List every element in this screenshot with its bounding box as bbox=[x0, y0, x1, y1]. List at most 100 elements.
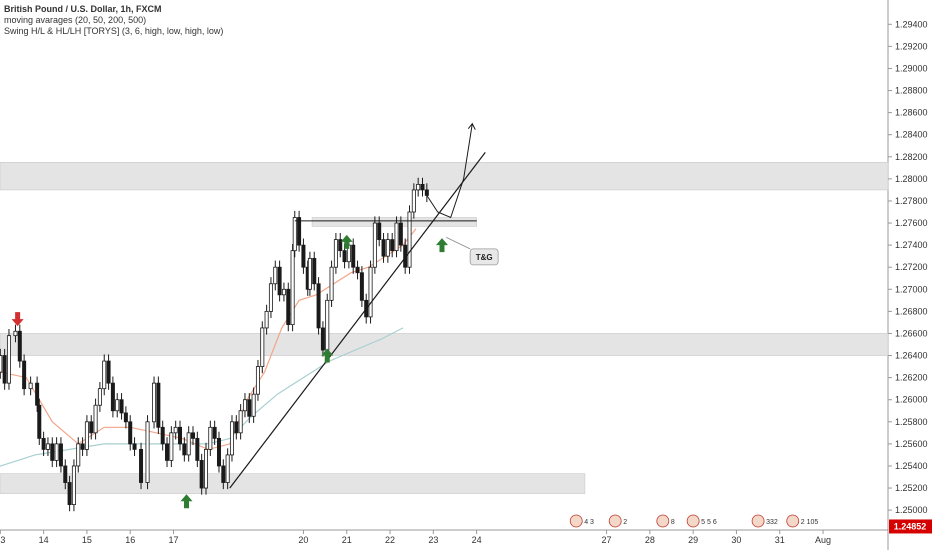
candle-body bbox=[84, 421, 89, 450]
x-tick-label: 30 bbox=[731, 535, 741, 545]
y-tick-label: 1.29000 bbox=[895, 63, 928, 73]
candle-body bbox=[359, 272, 364, 301]
candle-body bbox=[342, 250, 347, 263]
event-flag-icon[interactable] bbox=[656, 514, 670, 528]
candle-body bbox=[203, 448, 208, 489]
callout-label: T&G bbox=[476, 253, 493, 262]
candle-body bbox=[50, 443, 55, 461]
y-tick-label: 1.26400 bbox=[895, 351, 928, 361]
candle-body bbox=[273, 266, 278, 285]
candle-body bbox=[297, 217, 302, 246]
candle-body bbox=[28, 382, 33, 390]
event-badge-count: 2 bbox=[623, 519, 627, 526]
ma-fast-line bbox=[0, 228, 417, 451]
candle-body bbox=[165, 443, 170, 461]
legend-swing-indicator: Swing H/L & HL/LH [TORYS] (3, 6, high, l… bbox=[4, 26, 224, 36]
event-flag-icon[interactable] bbox=[786, 514, 800, 528]
candle-body bbox=[351, 244, 356, 268]
candle-body bbox=[292, 217, 297, 252]
candle-body bbox=[110, 382, 115, 412]
candle-body bbox=[290, 250, 295, 326]
candle-body bbox=[35, 382, 40, 406]
zone-0 bbox=[0, 162, 889, 191]
down-arrow-icon bbox=[11, 312, 24, 327]
candle-body bbox=[260, 327, 265, 367]
candle-body bbox=[264, 310, 269, 329]
x-tick-label: 13 bbox=[0, 535, 5, 545]
event-flag-icon[interactable] bbox=[686, 514, 700, 528]
candle-body bbox=[139, 448, 144, 483]
candle-body bbox=[63, 465, 68, 483]
legend-moving-averages: moving avarages (20, 50, 200, 500) bbox=[4, 15, 147, 25]
trendline bbox=[229, 152, 486, 489]
up-arrow-icon bbox=[321, 348, 334, 363]
candle-body bbox=[225, 454, 230, 483]
candle-body bbox=[37, 404, 42, 439]
current-price-label: 1.24852 bbox=[894, 521, 927, 531]
candle-body bbox=[390, 239, 395, 252]
candle-body bbox=[13, 330, 18, 337]
candle-body bbox=[381, 239, 386, 257]
event-flag-icon[interactable] bbox=[751, 514, 765, 528]
y-tick-label: 1.26600 bbox=[895, 328, 928, 338]
callout-box bbox=[469, 248, 499, 266]
projection-arrowhead bbox=[467, 122, 476, 130]
candle-body bbox=[191, 432, 196, 439]
candle-body bbox=[268, 283, 273, 312]
y-tick-label: 1.27200 bbox=[895, 262, 928, 272]
candle-body bbox=[2, 355, 7, 384]
candle-body bbox=[97, 388, 102, 406]
y-tick-label: 1.25000 bbox=[895, 505, 928, 515]
x-tick-label: 24 bbox=[472, 535, 482, 545]
zone-1 bbox=[311, 217, 477, 227]
chart-legend: British Pound / U.S. Dollar, 1h, FXCM mo… bbox=[4, 4, 223, 37]
y-tick-label: 1.25200 bbox=[895, 483, 928, 493]
up-arrow-icon bbox=[180, 494, 193, 509]
candle-body bbox=[102, 360, 107, 390]
y-tick-label: 1.28400 bbox=[895, 130, 928, 140]
candle-body bbox=[186, 432, 191, 456]
y-tick-label: 1.29200 bbox=[895, 41, 928, 51]
candle-body bbox=[152, 382, 157, 423]
candle-body bbox=[45, 443, 50, 450]
candle-body bbox=[320, 327, 325, 351]
candle-body bbox=[247, 399, 252, 417]
event-flag-icon[interactable] bbox=[608, 514, 622, 528]
candle-body bbox=[255, 366, 260, 395]
x-tick-label: 21 bbox=[342, 535, 352, 545]
candle-body bbox=[54, 443, 59, 461]
x-tick-label: 20 bbox=[298, 535, 308, 545]
candle-body bbox=[169, 432, 174, 461]
x-tick-label: 27 bbox=[602, 535, 612, 545]
up-arrow-icon bbox=[435, 238, 448, 253]
y-tick-label: 1.28600 bbox=[895, 108, 928, 118]
candle-body bbox=[106, 360, 111, 384]
candle-body bbox=[329, 266, 334, 301]
candle-body bbox=[71, 465, 76, 506]
y-tick-label: 1.25400 bbox=[895, 461, 928, 471]
y-tick-label: 1.29400 bbox=[895, 19, 928, 29]
candle-body bbox=[6, 335, 11, 384]
candle-body bbox=[145, 421, 150, 483]
candle-body bbox=[123, 412, 128, 423]
event-badge-count: 8 bbox=[671, 519, 675, 526]
callout-pointer bbox=[446, 237, 471, 250]
event-flag-icon[interactable] bbox=[569, 514, 583, 528]
candle-body bbox=[93, 404, 98, 434]
candle-body bbox=[208, 426, 213, 450]
candle-body bbox=[234, 421, 239, 434]
y-tick-label: 1.27800 bbox=[895, 196, 928, 206]
x-tick-label: Aug bbox=[815, 535, 831, 545]
candle-body bbox=[325, 299, 330, 351]
candle-body bbox=[17, 330, 22, 362]
x-tick-label: 31 bbox=[775, 535, 785, 545]
candle-body bbox=[338, 239, 343, 252]
candle-body bbox=[368, 266, 373, 318]
candle-body bbox=[182, 443, 187, 456]
candle-body bbox=[80, 443, 85, 450]
candle-body bbox=[424, 189, 429, 196]
legend-symbol: British Pound / U.S. Dollar, 1h, FXCM bbox=[4, 4, 162, 14]
y-tick-label: 1.27400 bbox=[895, 240, 928, 250]
price-axis-bg bbox=[888, 0, 932, 550]
